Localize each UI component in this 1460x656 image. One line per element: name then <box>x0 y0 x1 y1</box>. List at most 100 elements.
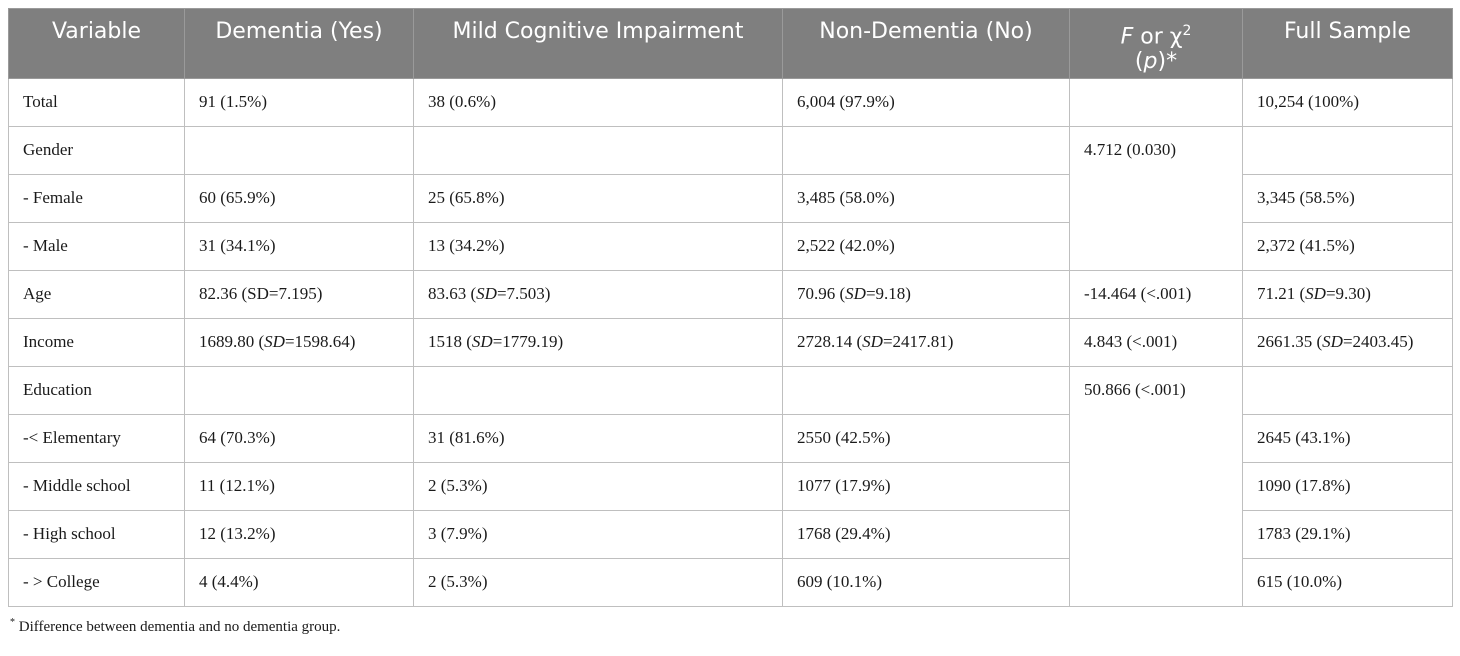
cell-mci: 2 (5.3%) <box>413 462 783 511</box>
cell-statistic: -14.464 (<.001) <box>1069 270 1243 319</box>
cell-statistic <box>1069 78 1243 127</box>
header-stat-or: or χ <box>1133 24 1183 50</box>
sd-label: SD <box>1322 332 1343 351</box>
cell-dementia: 31 (34.1%) <box>184 222 414 271</box>
value-text: =2417.81) <box>882 332 954 351</box>
table-row: - Female 60 (65.9%) 25 (65.8%) 3,485 (58… <box>8 174 1453 223</box>
sd-label: SD <box>845 284 866 303</box>
value-text: 1689.80 ( <box>199 332 265 351</box>
sd-label: SD <box>1305 284 1326 303</box>
cell-dementia <box>184 366 414 415</box>
cell-non-dementia <box>782 126 1070 175</box>
cell-non-dementia: 609 (10.1%) <box>782 558 1070 607</box>
table-row: - > College 4 (4.4%) 2 (5.3%) 609 (10.1%… <box>8 558 1453 607</box>
cell-mci: 83.63 (SD=7.503) <box>413 270 783 319</box>
cell-non-dementia: 3,485 (58.0%) <box>782 174 1070 223</box>
cell-non-dementia: 2550 (42.5%) <box>782 414 1070 463</box>
row-label: Age <box>8 270 185 319</box>
value-text: 70.96 ( <box>797 284 846 303</box>
row-label: - Male <box>8 222 185 271</box>
row-label: - High school <box>8 510 185 559</box>
header-stat-p-open: ( <box>1134 49 1144 75</box>
value-text: =1779.19) <box>492 332 564 351</box>
cell-mci: 31 (81.6%) <box>413 414 783 463</box>
table-row: - Male 31 (34.1%) 13 (34.2%) 2,522 (42.0… <box>8 222 1453 271</box>
row-label: - Female <box>8 174 185 223</box>
row-label: - Middle school <box>8 462 185 511</box>
cell-dementia: 91 (1.5%) <box>184 78 414 127</box>
header-full-sample: Full Sample <box>1242 8 1453 79</box>
value-text: 83.63 ( <box>428 284 477 303</box>
cell-statistic: 4.843 (<.001) <box>1069 318 1243 367</box>
cell-full-sample: 71.21 (SD=9.30) <box>1242 270 1453 319</box>
cell-dementia: 4 (4.4%) <box>184 558 414 607</box>
table-row: -< Elementary 64 (70.3%) 31 (81.6%) 2550… <box>8 414 1453 463</box>
cell-full-sample: 3,345 (58.5%) <box>1242 174 1453 223</box>
cell-full-sample: 10,254 (100%) <box>1242 78 1453 127</box>
row-label: Total <box>8 78 185 127</box>
cell-mci: 3 (7.9%) <box>413 510 783 559</box>
value-text: 2728.14 ( <box>797 332 863 351</box>
cell-non-dementia: 1077 (17.9%) <box>782 462 1070 511</box>
header-stat-p: p <box>1143 49 1158 75</box>
row-label: - > College <box>8 558 185 607</box>
cell-full-sample <box>1242 366 1453 415</box>
cell-dementia: 12 (13.2%) <box>184 510 414 559</box>
value-text: =1598.64) <box>284 332 356 351</box>
value-text: =9.18) <box>865 284 911 303</box>
value-text: =7.503) <box>496 284 551 303</box>
header-stat-p-close: )* <box>1157 49 1178 75</box>
cell-full-sample <box>1242 126 1453 175</box>
cell-dementia: 64 (70.3%) <box>184 414 414 463</box>
cell-dementia: 60 (65.9%) <box>184 174 414 223</box>
cell-mci: 1518 (SD=1779.19) <box>413 318 783 367</box>
cell-full-sample: 2,372 (41.5%) <box>1242 222 1453 271</box>
cell-statistic: 50.866 (<.001) <box>1069 366 1243 607</box>
cell-non-dementia <box>782 366 1070 415</box>
header-variable: Variable <box>8 8 185 79</box>
table-row: - High school 12 (13.2%) 3 (7.9%) 1768 (… <box>8 510 1453 559</box>
table-row: Gender 4.712 (0.030) <box>8 126 1453 271</box>
cell-dementia: 11 (12.1%) <box>184 462 414 511</box>
header-stat-sup: 2 <box>1182 23 1192 39</box>
sd-label: SD <box>862 332 883 351</box>
cell-mci <box>413 126 783 175</box>
table-row: Total 91 (1.5%) 38 (0.6%) 6,004 (97.9%) … <box>8 78 1453 127</box>
header-dementia: Dementia (Yes) <box>184 8 414 79</box>
cell-dementia: 82.36 (SD=7.195) <box>184 270 414 319</box>
row-label: Income <box>8 318 185 367</box>
row-label: -< Elementary <box>8 414 185 463</box>
sd-label: SD <box>476 284 497 303</box>
header-statistic: F or χ2 (p)* <box>1069 8 1243 79</box>
table-row: Income 1689.80 (SD=1598.64) 1518 (SD=177… <box>8 318 1453 367</box>
header-mci: Mild Cognitive Impairment <box>413 8 783 79</box>
value-text: 71.21 ( <box>1257 284 1306 303</box>
value-text: =2403.45) <box>1342 332 1414 351</box>
cell-dementia: 1689.80 (SD=1598.64) <box>184 318 414 367</box>
cell-mci: 13 (34.2%) <box>413 222 783 271</box>
header-non-dementia: Non-Dementia (No) <box>782 8 1070 79</box>
row-label: Education <box>8 366 185 415</box>
footnote-text: Difference between dementia and no demen… <box>15 619 341 635</box>
cell-dementia <box>184 126 414 175</box>
cell-non-dementia: 6,004 (97.9%) <box>782 78 1070 127</box>
cell-non-dementia: 1768 (29.4%) <box>782 510 1070 559</box>
header-stat-f: F <box>1120 24 1134 50</box>
sd-label: SD <box>471 332 493 351</box>
cell-mci <box>413 366 783 415</box>
row-label: Gender <box>8 126 185 175</box>
cell-mci: 25 (65.8%) <box>413 174 783 223</box>
table-row: - Middle school 11 (12.1%) 2 (5.3%) 1077… <box>8 462 1453 511</box>
cell-full-sample: 2661.35 (SD=2403.45) <box>1242 318 1453 367</box>
value-text: =9.30) <box>1325 284 1371 303</box>
table-footnote: * Difference between dementia and no dem… <box>8 617 1452 636</box>
sd-label: SD <box>264 332 285 351</box>
cell-full-sample: 1090 (17.8%) <box>1242 462 1453 511</box>
table-row: Age 82.36 (SD=7.195) 83.63 (SD=7.503) 70… <box>8 270 1453 319</box>
cell-non-dementia: 2728.14 (SD=2417.81) <box>782 318 1070 367</box>
value-text: 1518 ( <box>428 332 472 351</box>
cell-non-dementia: 2,522 (42.0%) <box>782 222 1070 271</box>
table-wrapper: Variable Dementia (Yes) Mild Cognitive I… <box>8 8 1453 636</box>
cell-non-dementia: 70.96 (SD=9.18) <box>782 270 1070 319</box>
header-row: Variable Dementia (Yes) Mild Cognitive I… <box>8 8 1453 79</box>
